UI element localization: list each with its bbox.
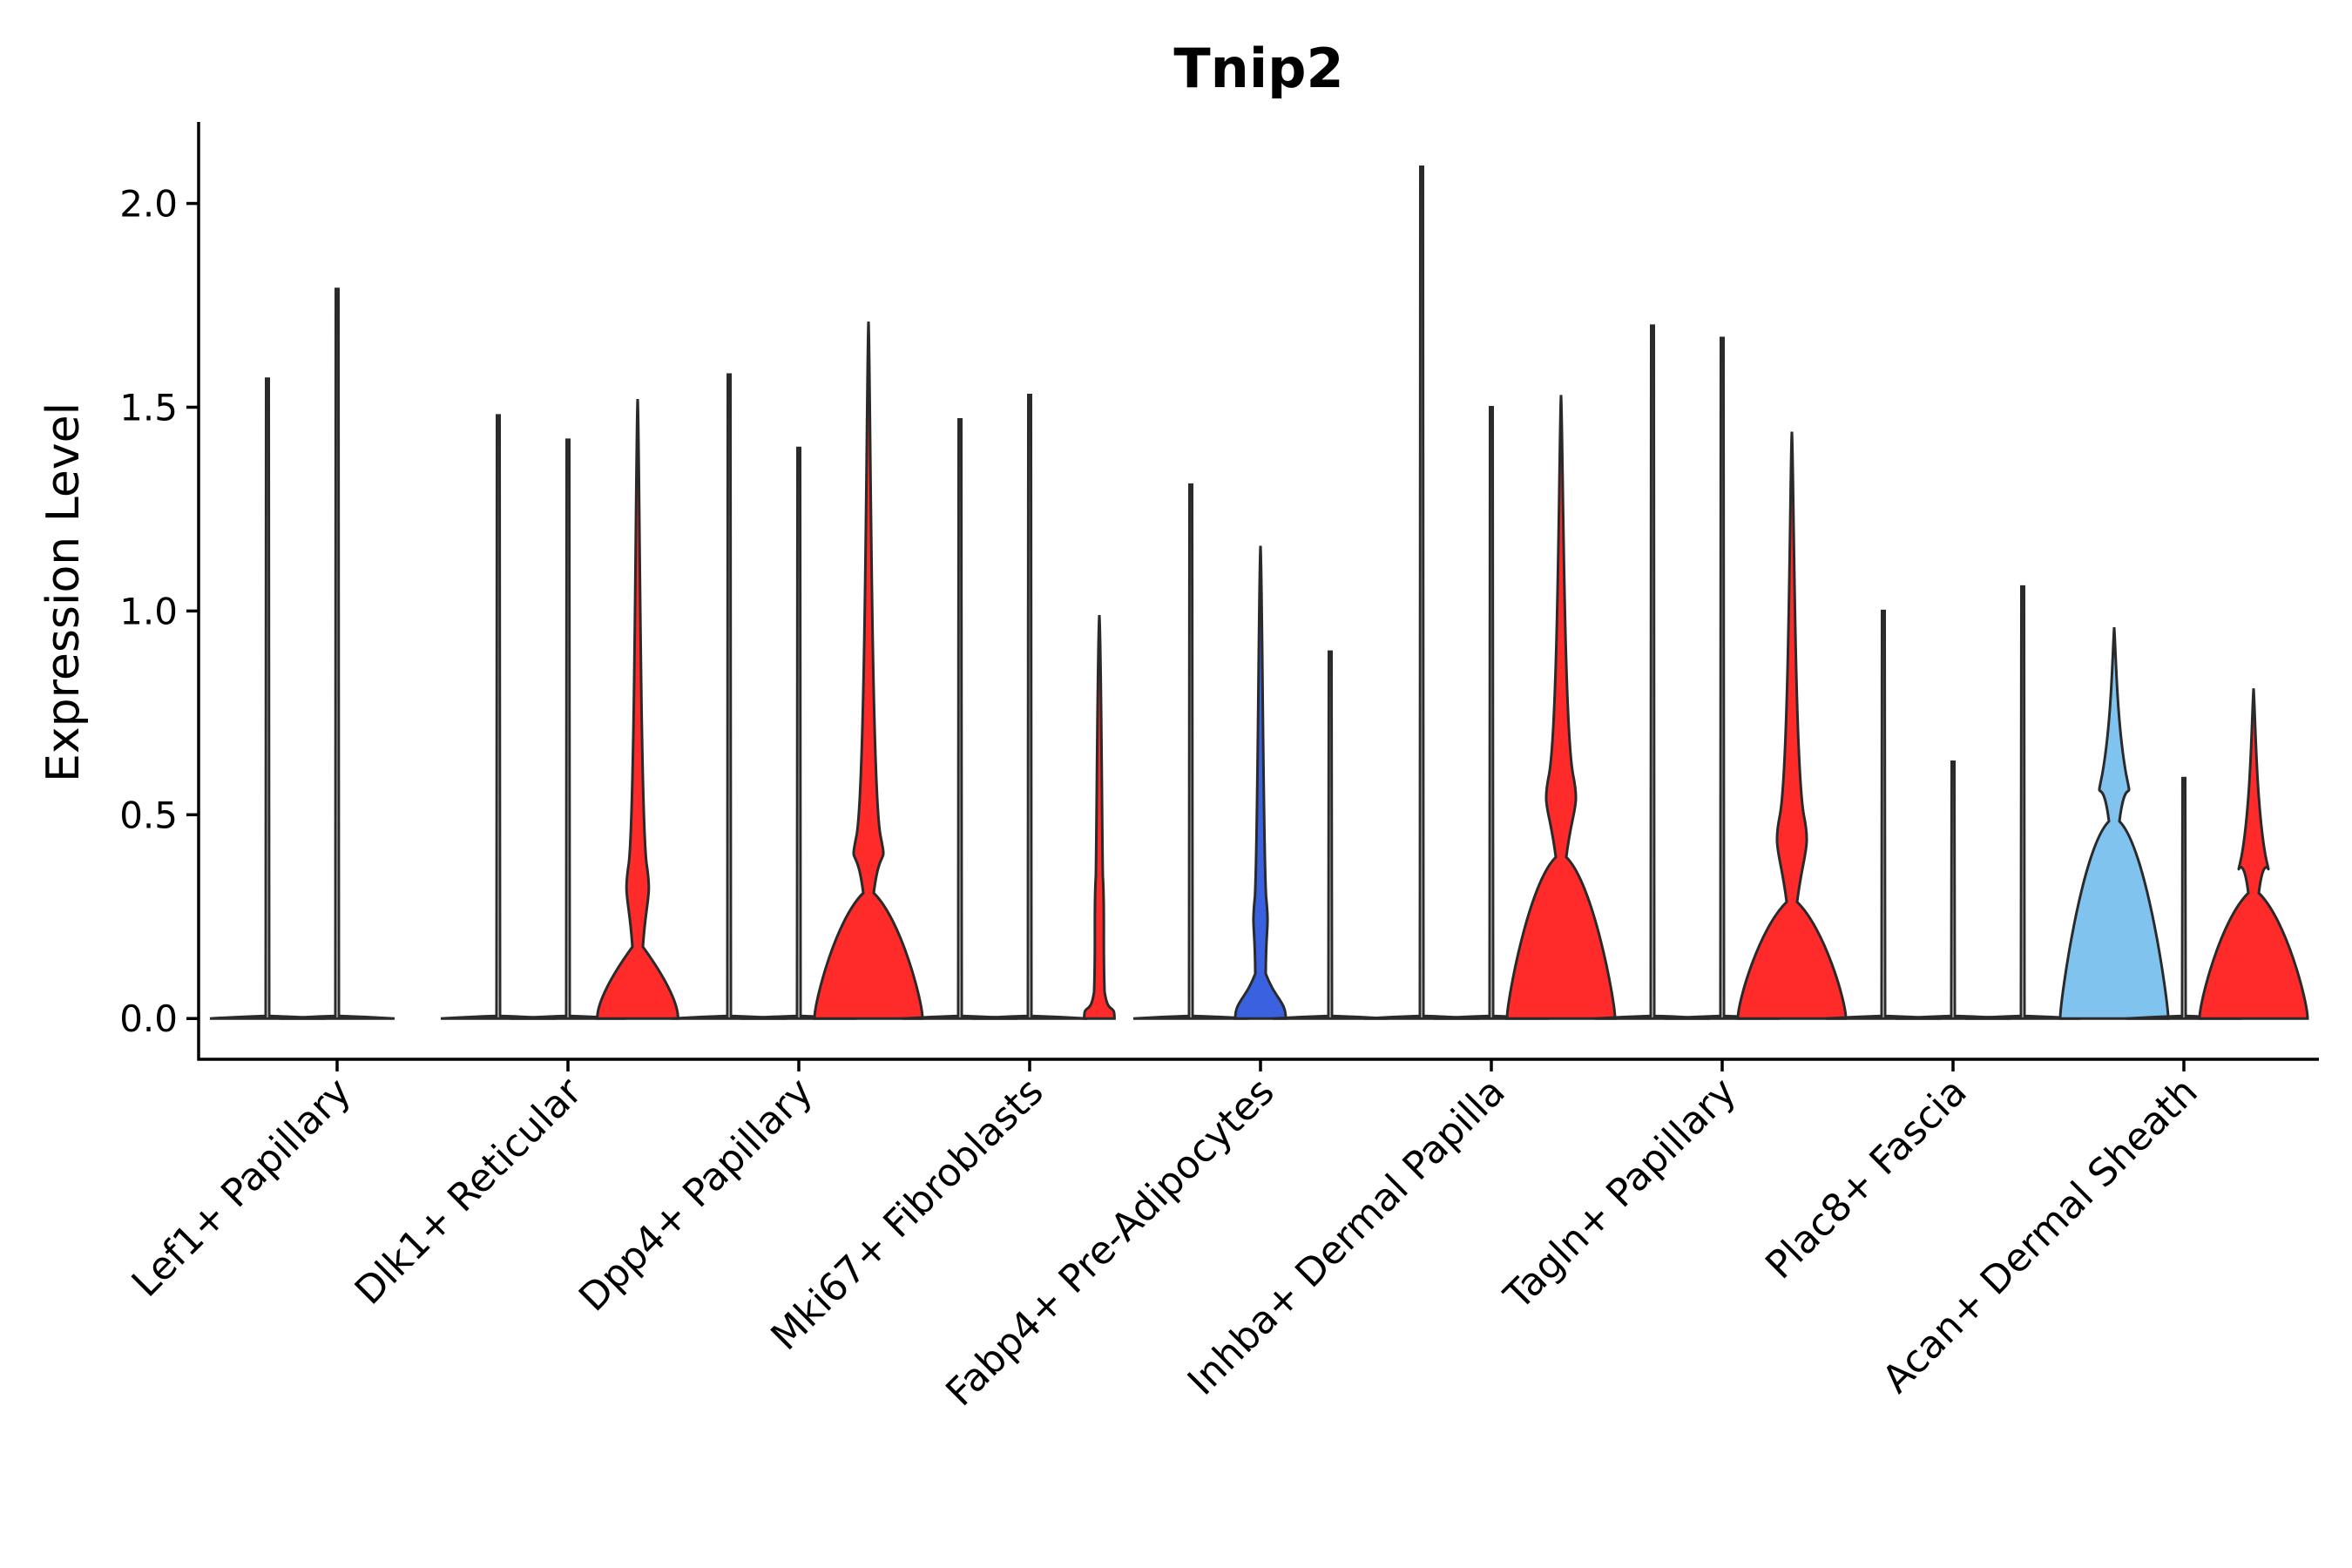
- violin-0-1: [279, 287, 395, 1020]
- violin-6-2: [1736, 431, 1848, 1020]
- violin-4-2: [1272, 650, 1389, 1020]
- violin-7-2: [1964, 585, 2081, 1020]
- violin-7-0: [1825, 609, 1942, 1020]
- violin-2-2: [813, 321, 924, 1020]
- violin-7-1: [1895, 760, 2011, 1020]
- violin-1-0: [440, 414, 557, 1020]
- violin-1-2: [596, 399, 679, 1020]
- x-tick-label: Plac8+ Fascia: [1757, 1070, 1976, 1288]
- y-tick-label: 1.0: [119, 590, 178, 632]
- violin-5-0: [1363, 165, 1480, 1020]
- y-tick-label: 0.5: [119, 794, 178, 836]
- y-tick-label: 1.5: [119, 386, 178, 429]
- y-tick-label: 0.0: [119, 997, 178, 1040]
- violin-0-0: [209, 377, 326, 1020]
- violin-6-1: [1664, 336, 1781, 1020]
- x-tick-label: Tagln+ Papillary: [1496, 1070, 1745, 1319]
- violin-5-2: [1505, 395, 1617, 1020]
- x-tick-label: Lef1+ Papillary: [124, 1070, 360, 1306]
- violin-3-0: [902, 418, 1018, 1020]
- axes: [197, 122, 2319, 1061]
- x-tick-label: Dlk1+ Reticular: [347, 1069, 591, 1314]
- violin-1-1: [510, 438, 626, 1020]
- violin-3-1: [971, 393, 1088, 1020]
- violin-6-0: [1594, 324, 1711, 1020]
- chart-title: Tnip2: [1173, 37, 1343, 100]
- violin-layer: [209, 165, 2309, 1020]
- violin-8-0: [2058, 627, 2170, 1020]
- y-tick-label: 2.0: [119, 183, 178, 226]
- y-axis-label: Expression Level: [37, 402, 90, 782]
- violin-3-2: [1083, 614, 1116, 1020]
- x-tick-label: Dpp4+ Papillary: [571, 1070, 821, 1321]
- violin-8-2: [2198, 688, 2309, 1020]
- violin-4-1: [1233, 545, 1288, 1020]
- violin-4-0: [1132, 483, 1249, 1020]
- y-ticks: 0.0 0.5 1.0 1.5 2.0: [119, 183, 199, 1040]
- violin-2-0: [671, 373, 787, 1020]
